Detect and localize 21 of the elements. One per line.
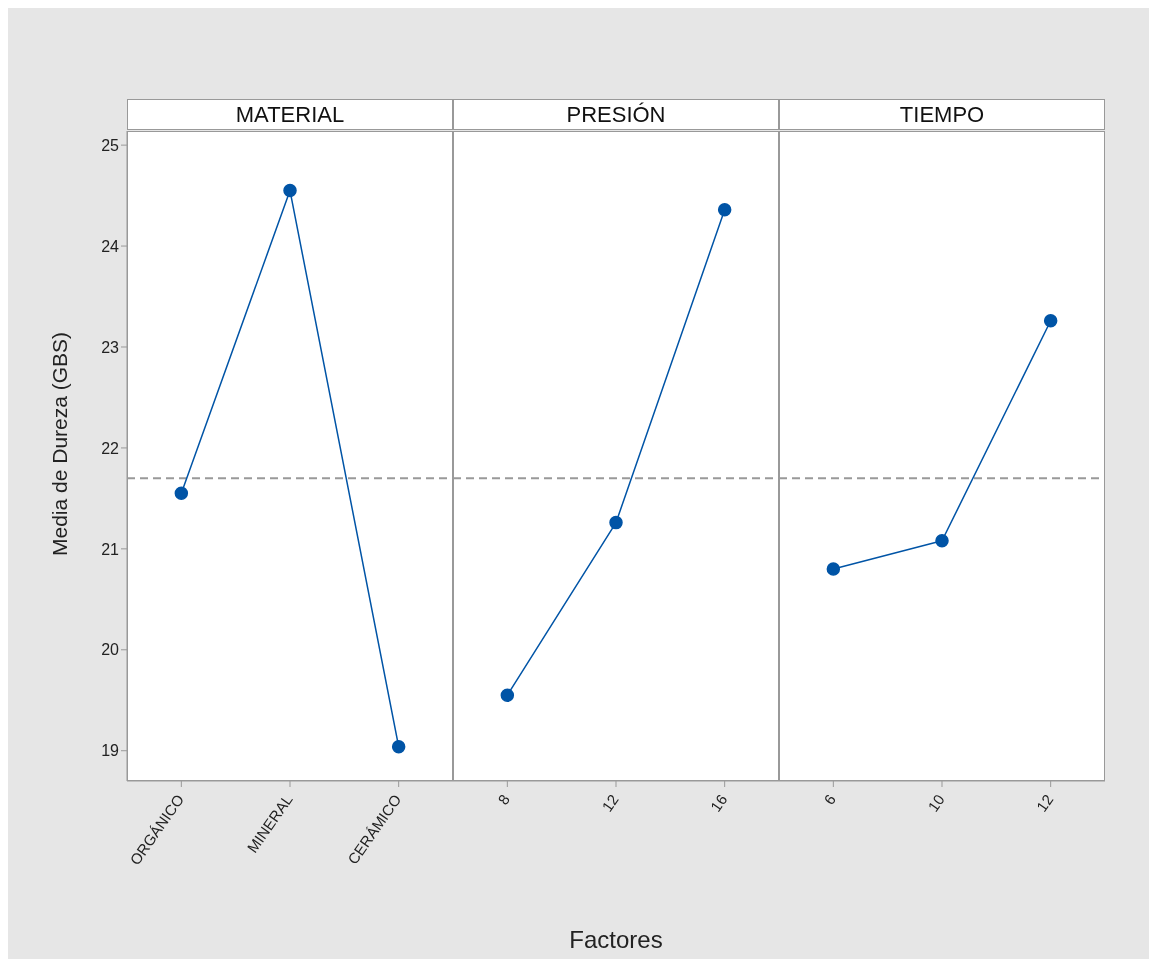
x-tick-label: 16 bbox=[706, 791, 731, 815]
chart-title: MATERIAL bbox=[127, 99, 453, 130]
x-tick-label: 12 bbox=[598, 791, 622, 815]
y-tick-label: 20 bbox=[101, 641, 120, 659]
y-tick-label: 23 bbox=[101, 338, 120, 356]
y-tick-label: 24 bbox=[101, 237, 120, 255]
x-tick-label: 10 bbox=[924, 791, 948, 815]
y-tick-label: 25 bbox=[101, 136, 120, 154]
y-tick-label: 19 bbox=[101, 742, 120, 760]
point bbox=[174, 486, 189, 501]
chart-title: PRESIÓN bbox=[453, 99, 779, 130]
x-tick-label: 6 bbox=[820, 791, 840, 808]
point bbox=[283, 183, 297, 198]
x-tick-label: 8 bbox=[494, 791, 514, 808]
y-axis-title: Media de Dureza (GBS) bbox=[48, 331, 72, 556]
y-tick-label: 22 bbox=[101, 439, 120, 457]
y-tick-label: 21 bbox=[101, 540, 120, 558]
x-tick-label: 12 bbox=[1032, 791, 1057, 815]
chart-title: TIEMPO bbox=[779, 99, 1105, 130]
x-axis-title: Factores bbox=[569, 926, 663, 953]
point bbox=[391, 739, 406, 754]
